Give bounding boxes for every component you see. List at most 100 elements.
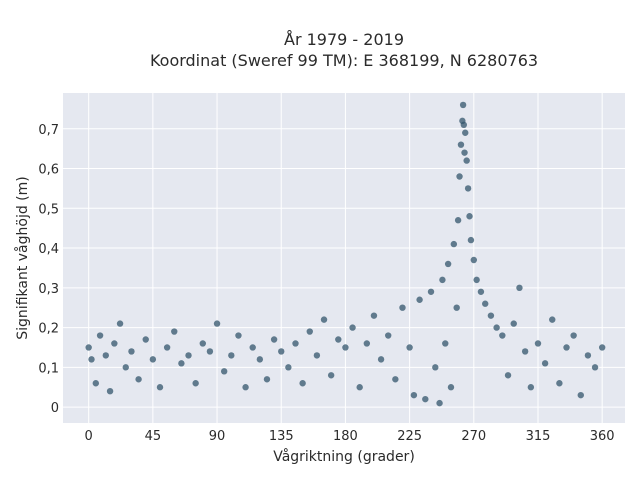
data-point <box>111 340 118 347</box>
data-point <box>487 312 495 319</box>
data-point <box>335 336 342 343</box>
x-tick-label: 270 <box>461 429 486 444</box>
data-point <box>549 316 556 323</box>
y-axis-label: Signifikant våghöjd (m) <box>14 176 31 339</box>
y-axis-ticks: 0 0,1 0,2 0,3 0,4 0,5 0,6 0,7 <box>38 123 59 416</box>
x-tick-label: 180 <box>333 429 358 444</box>
data-point <box>206 348 214 355</box>
data-point <box>349 324 356 331</box>
data-point <box>399 304 406 311</box>
data-point <box>467 236 475 244</box>
data-point <box>149 356 157 363</box>
data-point <box>499 332 506 339</box>
data-point <box>228 352 235 359</box>
data-point <box>320 316 328 323</box>
data-point <box>584 352 592 359</box>
data-point <box>541 360 549 367</box>
data-point <box>377 356 385 363</box>
x-tick-label: 0 <box>85 429 93 444</box>
data-point <box>521 348 529 355</box>
x-tick-label: 225 <box>397 429 422 444</box>
data-point <box>213 320 221 327</box>
y-tick-label: 0,6 <box>38 163 59 178</box>
data-point <box>464 185 472 192</box>
data-point <box>447 384 455 391</box>
y-tick-label: 0,3 <box>38 282 59 297</box>
plot-area <box>63 93 625 423</box>
data-point <box>570 332 577 339</box>
data-point <box>392 376 399 383</box>
data-point <box>285 364 292 371</box>
data-point <box>456 173 463 180</box>
data-point <box>96 332 104 339</box>
data-point <box>88 356 95 363</box>
data-point <box>406 344 413 351</box>
data-point <box>299 380 306 387</box>
data-point <box>220 368 228 375</box>
data-point <box>410 391 418 399</box>
data-point <box>363 340 371 347</box>
data-point <box>516 284 523 292</box>
y-tick-label: 0,5 <box>38 202 59 217</box>
grid-lines <box>63 93 625 423</box>
data-point <box>163 344 171 351</box>
data-point <box>510 320 517 327</box>
data-point <box>416 296 423 303</box>
x-tick-label: 135 <box>269 429 294 444</box>
chart-subtitle: Koordinat (Sweref 99 TM): E 368199, N 62… <box>150 51 538 70</box>
data-point <box>370 312 378 319</box>
data-points <box>85 101 606 407</box>
data-point <box>466 213 473 220</box>
data-point <box>453 304 460 311</box>
data-point <box>128 348 135 355</box>
data-point <box>313 352 321 359</box>
data-point <box>598 344 606 351</box>
data-point <box>591 364 599 371</box>
x-axis-label: Vågriktning (grader) <box>273 448 415 465</box>
data-point <box>556 380 563 387</box>
data-point <box>185 352 192 359</box>
data-point <box>461 149 468 156</box>
y-tick-label: 0 <box>51 401 59 416</box>
data-point <box>85 344 92 351</box>
data-point <box>278 348 285 355</box>
y-tick-label: 0,1 <box>38 361 59 376</box>
data-point <box>439 276 446 284</box>
y-tick-label: 0,4 <box>38 242 59 257</box>
data-point <box>171 328 178 335</box>
data-point <box>356 384 363 391</box>
data-point <box>527 384 535 391</box>
data-point <box>142 336 149 343</box>
data-point <box>460 121 468 129</box>
data-point <box>470 256 478 264</box>
data-point <box>459 101 467 109</box>
data-point <box>135 376 142 383</box>
data-point <box>493 324 500 331</box>
y-tick-label: 0,2 <box>38 322 59 337</box>
data-point <box>116 320 124 327</box>
data-point <box>263 376 271 383</box>
data-point <box>270 336 278 343</box>
data-point <box>106 387 114 395</box>
data-point <box>454 217 462 224</box>
data-point <box>442 340 449 347</box>
data-point <box>477 288 485 295</box>
data-point <box>577 391 584 399</box>
data-point <box>473 276 480 284</box>
data-point <box>156 384 164 391</box>
data-point <box>92 380 100 387</box>
data-point <box>292 340 299 347</box>
data-point <box>102 352 109 359</box>
chart-title: År 1979 - 2019 <box>284 30 404 49</box>
data-point <box>444 260 452 268</box>
data-point <box>427 288 435 295</box>
data-point <box>385 332 392 339</box>
data-point <box>482 300 489 307</box>
x-tick-label: 315 <box>526 429 551 444</box>
data-point <box>422 395 429 403</box>
data-point <box>432 364 439 371</box>
x-tick-label: 45 <box>145 429 162 444</box>
data-point <box>306 328 313 335</box>
data-point <box>235 332 242 339</box>
